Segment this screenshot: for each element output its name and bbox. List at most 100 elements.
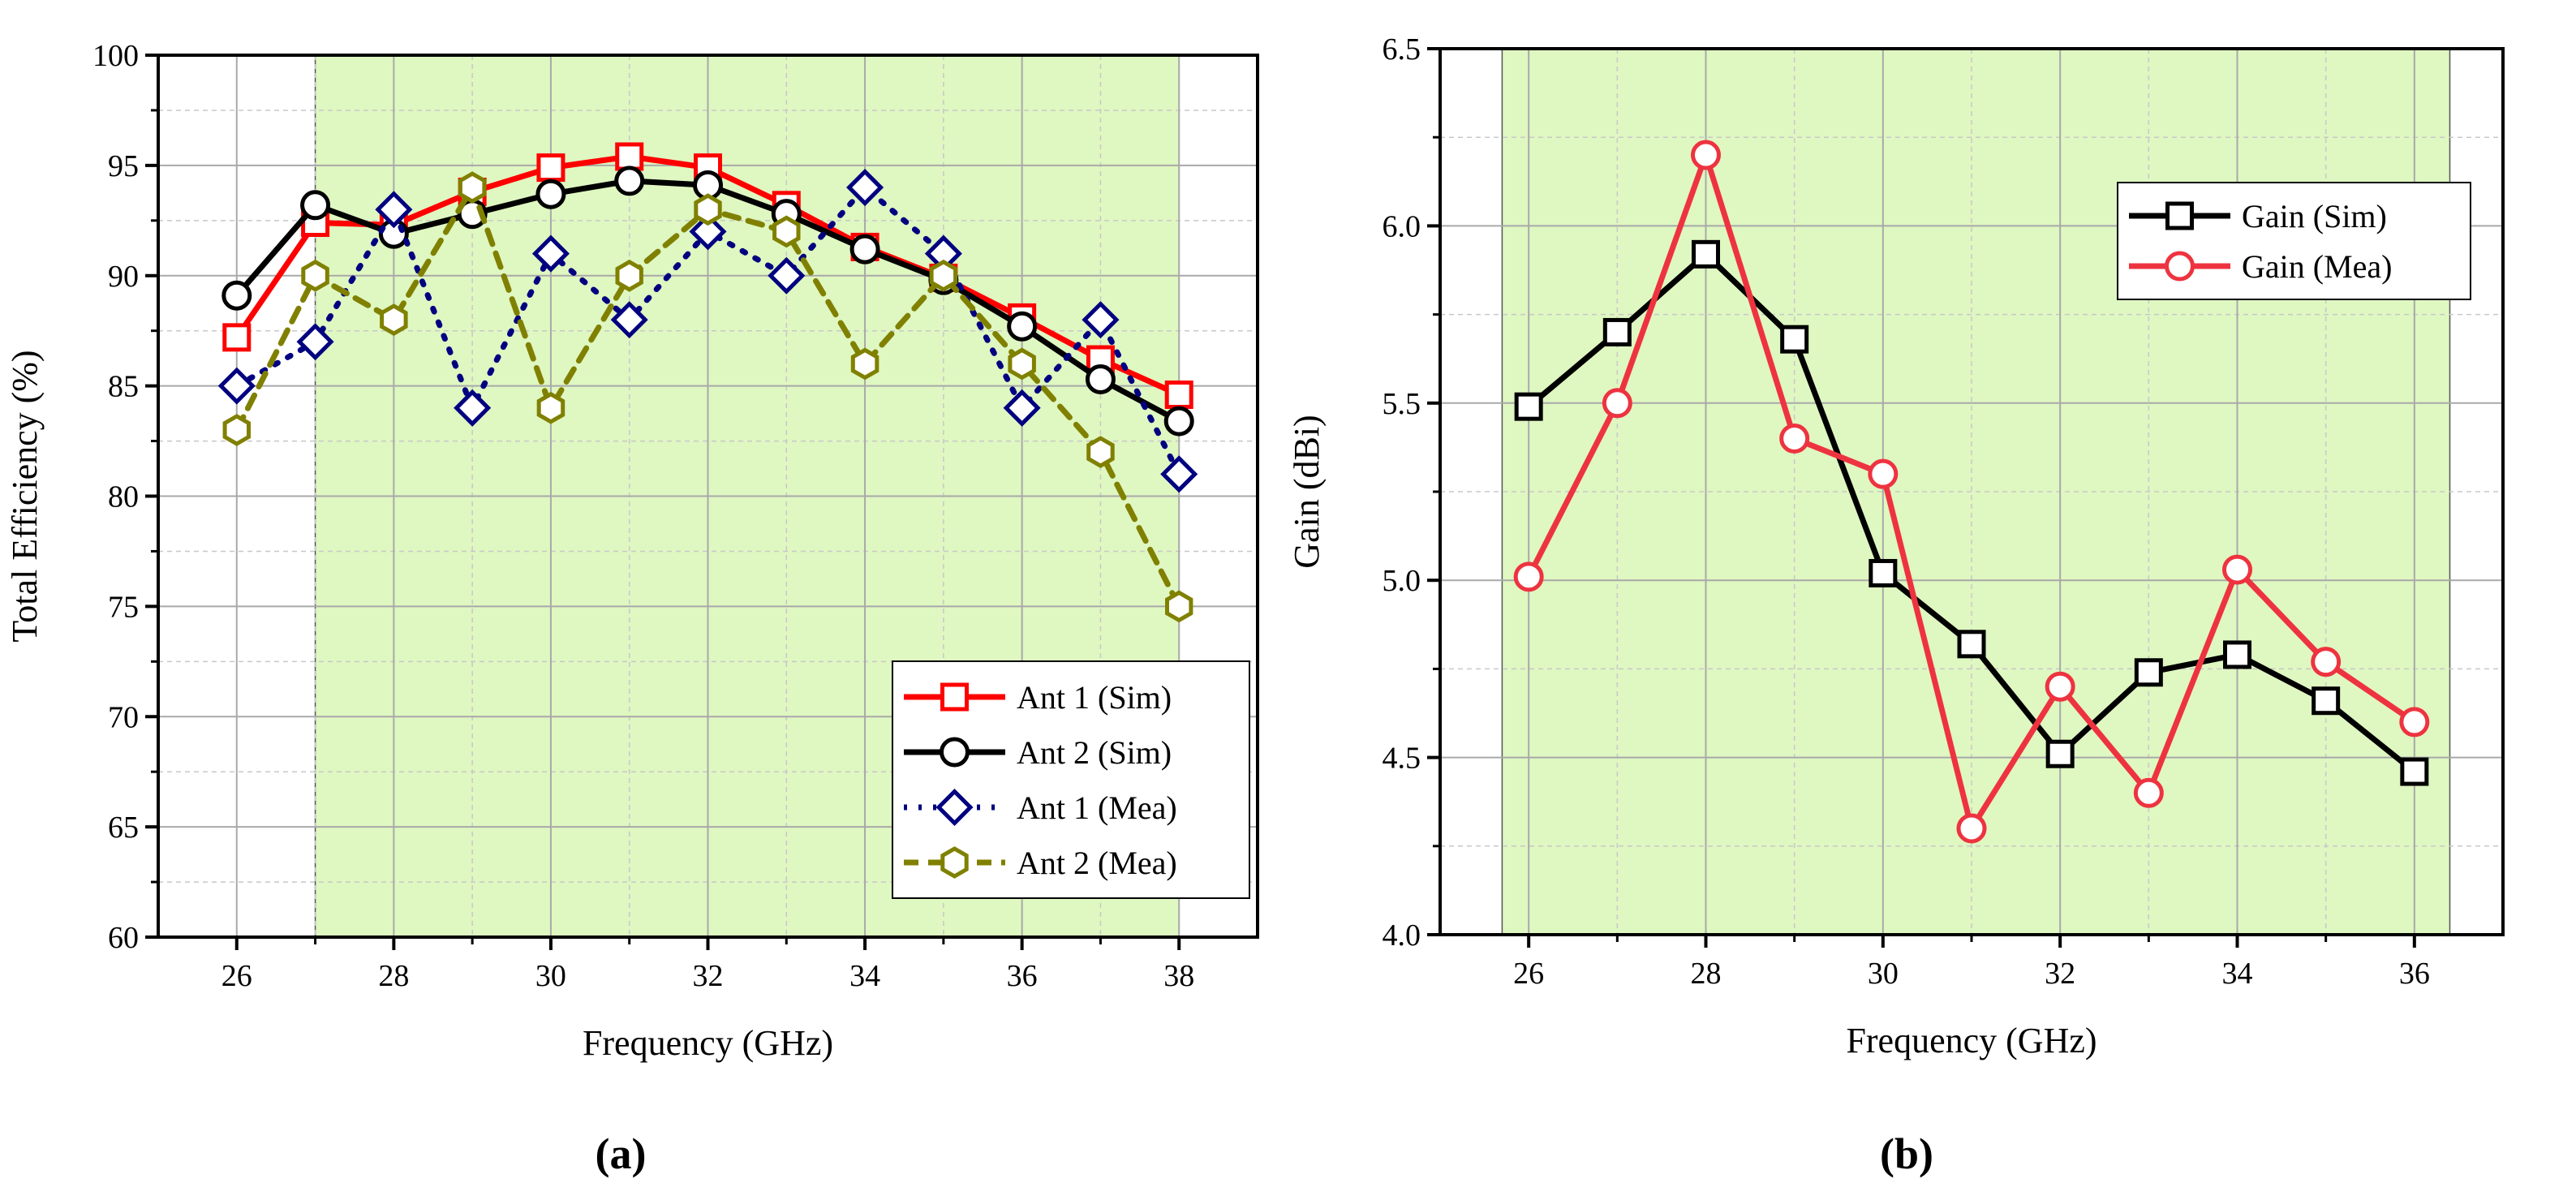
data-point-ant-2-sim xyxy=(614,166,645,196)
data-point-ant-2-mea xyxy=(301,259,329,292)
data-point-ant-1-sim xyxy=(615,142,644,171)
data-point-gain-sim xyxy=(1692,239,1720,269)
y-axis-title: Gain (dBi) xyxy=(1287,415,1327,568)
data-point-ant-1-mea xyxy=(217,367,256,405)
data-point-ant-2-sim xyxy=(221,280,252,311)
data-point-ant-1-mea xyxy=(375,191,413,229)
data-point-ant-1-mea xyxy=(610,301,648,339)
legend-marker-ant-2-mea xyxy=(940,846,969,879)
y-tick-label: 4.5 xyxy=(1383,742,1421,776)
caption-a: (a) xyxy=(596,1129,647,1178)
x-tick-label: 28 xyxy=(378,959,409,993)
data-point-ant-2-mea xyxy=(536,391,566,424)
x-tick-label: 34 xyxy=(849,959,880,993)
x-tick-label: 26 xyxy=(221,959,252,993)
data-point-ant-1-mea xyxy=(531,234,570,273)
legend-label-ant-2-mea: Ant 2 (Mea) xyxy=(1017,845,1177,881)
data-point-gain-sim xyxy=(1869,558,1898,587)
data-point-ant-2-sim xyxy=(300,190,331,221)
data-point-ant-2-mea xyxy=(1086,436,1115,468)
x-tick-label: 34 xyxy=(2222,957,2253,991)
legend-label-gain-mea: Gain (Mea) xyxy=(2242,248,2392,285)
data-point-ant-1-mea xyxy=(1003,389,1041,427)
y-tick-label: 5.5 xyxy=(1383,387,1421,421)
legend-label-ant-2-sim: Ant 2 (Sim) xyxy=(1017,734,1172,771)
data-point-ant-1-mea xyxy=(454,389,492,427)
data-point-gain-sim xyxy=(2045,739,2075,768)
data-point-ant-1-mea xyxy=(296,323,334,361)
data-point-ant-1-sim xyxy=(222,323,252,352)
data-point-gain-sim xyxy=(2400,757,2429,786)
data-point-gain-mea xyxy=(1602,388,1632,419)
x-tick-label: 28 xyxy=(1691,957,1722,991)
data-point-ant-2-mea xyxy=(615,259,643,292)
y-axis-title: Total Efficiency (%) xyxy=(5,350,45,642)
legend-label-ant-1-mea: Ant 1 (Mea) xyxy=(1017,789,1177,826)
data-point-ant-1-mea xyxy=(689,213,727,251)
data-point-ant-1-mea xyxy=(1082,301,1120,339)
data-point-ant-1-mea xyxy=(846,169,884,207)
data-point-ant-1-mea xyxy=(768,256,806,295)
legend-marker-gain-mea xyxy=(2165,251,2195,282)
data-point-ant-2-mea xyxy=(772,215,801,248)
data-point-gain-mea xyxy=(1779,423,1810,454)
data-point-ant-2-sim xyxy=(535,178,566,209)
y-tick-label: 95 xyxy=(108,149,139,183)
data-point-gain-mea xyxy=(2133,777,2164,808)
data-point-ant-1-sim xyxy=(536,153,566,183)
data-point-gain-sim xyxy=(1514,392,1543,421)
data-point-gain-sim xyxy=(1780,325,1809,354)
x-tick-label: 26 xyxy=(1513,957,1544,991)
data-point-ant-2-mea xyxy=(850,347,879,381)
data-point-gain-sim xyxy=(1602,317,1632,346)
data-point-ant-2-mea xyxy=(694,193,722,226)
data-point-ant-2-sim xyxy=(849,234,880,265)
data-point-ant-2-mea xyxy=(1165,590,1193,623)
data-point-ant-1-mea xyxy=(1160,455,1198,493)
chart-panel-a: 26 28 30 32 34 36 38 60 65 70 75 80 85 90 95 100 Frequen… xyxy=(5,39,1259,1063)
data-point-gain-mea xyxy=(2311,647,2342,677)
data-point-ant-2-mea xyxy=(458,171,487,204)
data-point-gain-mea xyxy=(2399,707,2430,738)
data-point-gain-mea xyxy=(1868,458,1899,489)
chart-panel-b: 26 28 30 32 34 36 4.0 4.5 5.0 5.5 6.0 6.5 Frequency … xyxy=(1287,32,2505,1060)
data-point-gain-mea xyxy=(1691,140,1721,170)
data-point-ant-2-mea xyxy=(380,303,408,336)
y-tick-label: 60 xyxy=(108,921,139,955)
x-tick-label: 38 xyxy=(1163,959,1194,993)
y-tick-label: 90 xyxy=(108,260,139,294)
legend-label-gain-sim: Gain (Sim) xyxy=(2242,198,2387,234)
legend-marker-ant-1-mea xyxy=(935,788,974,827)
data-point-ant-1-sim xyxy=(1164,380,1193,409)
data-point-ant-2-sim xyxy=(1163,406,1194,437)
data-point-gain-sim xyxy=(2134,658,2163,687)
data-point-ant-2-mea xyxy=(1008,347,1036,381)
caption-b: (b) xyxy=(1880,1129,1933,1178)
x-tick-label: 36 xyxy=(1007,959,1038,993)
y-tick-label: 65 xyxy=(108,811,139,845)
y-tick-label: 70 xyxy=(108,700,139,734)
data-point-gain-mea xyxy=(2045,671,2075,702)
y-tick-label: 6.5 xyxy=(1383,32,1421,67)
x-tick-label: 32 xyxy=(693,959,724,993)
legend-marker-ant-1-sim xyxy=(940,682,969,712)
x-tick-label: 30 xyxy=(535,959,566,993)
y-tick-label: 85 xyxy=(108,370,139,404)
x-tick-label: 32 xyxy=(2045,957,2075,991)
data-point-gain-mea xyxy=(1513,561,1544,592)
y-tick-label: 6.0 xyxy=(1383,209,1421,243)
data-point-gain-sim xyxy=(2312,686,2341,716)
y-tick-label: 5.0 xyxy=(1383,564,1421,598)
data-point-gain-sim xyxy=(1957,630,1986,659)
data-point-gain-mea xyxy=(1956,813,1987,844)
x-axis-title: Frequency (GHz) xyxy=(1846,1021,2096,1060)
y-tick-label: 4.0 xyxy=(1383,918,1421,953)
y-tick-label: 80 xyxy=(108,480,139,514)
y-tick-label: 75 xyxy=(108,590,139,624)
x-axis-title: Frequency (GHz) xyxy=(583,1023,833,1063)
data-point-gain-mea xyxy=(2222,554,2252,585)
data-point-ant-2-sim xyxy=(1085,363,1116,394)
x-tick-label: 36 xyxy=(2399,957,2430,991)
y-tick-label: 100 xyxy=(92,39,139,73)
